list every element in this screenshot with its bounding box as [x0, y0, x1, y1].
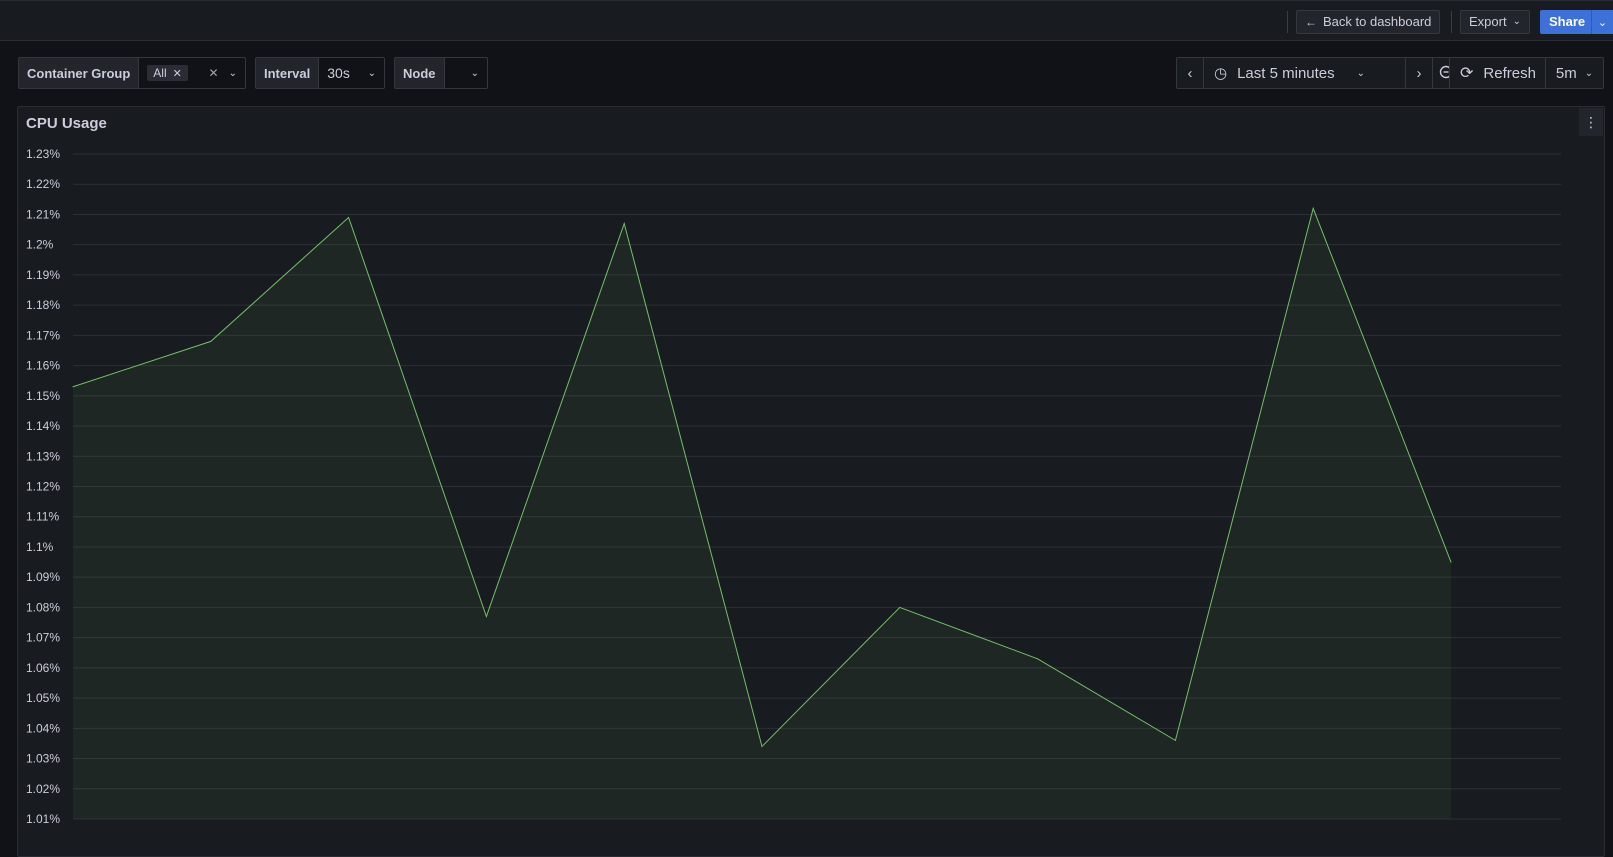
y-tick-label: 1.09% [26, 570, 60, 584]
selected-value-chip: All ✕ [147, 65, 188, 81]
chevron-down-icon: ⌄ [1597, 16, 1608, 29]
remove-chip-icon[interactable]: ✕ [172, 67, 182, 80]
data-point[interactable] [1037, 658, 1039, 660]
y-tick-label: 1.05% [26, 691, 60, 705]
share-button[interactable]: Share [1540, 10, 1595, 34]
divider [1287, 11, 1288, 33]
y-tick-label: 1.15% [26, 389, 60, 403]
clear-icon[interactable]: ✕ [208, 66, 219, 80]
node-select[interactable]: ⌄ [445, 58, 488, 88]
chevron-left-icon: ‹ [1187, 64, 1193, 82]
y-tick-label: 1.2% [26, 238, 54, 252]
container-group-select[interactable]: All ✕ ✕ ⌄ [139, 58, 245, 88]
chevron-down-icon: ⌄ [1584, 67, 1594, 79]
refresh-label: Refresh [1483, 64, 1536, 82]
chevron-down-icon: ⌄ [367, 67, 376, 79]
clock-icon: ◷ [1214, 65, 1228, 82]
data-point[interactable] [1450, 561, 1452, 563]
share-options-button[interactable]: ⌄ [1591, 10, 1613, 34]
y-tick-label: 1.19% [26, 268, 60, 282]
back-to-dashboard-label: Back to dashboard [1323, 14, 1432, 29]
data-point[interactable] [623, 223, 625, 225]
export-button[interactable]: Export ⌄ [1460, 10, 1530, 34]
series-area [73, 208, 1451, 820]
interval-value: 30s [327, 65, 350, 81]
data-point[interactable] [899, 606, 901, 608]
arrow-left-icon: ← [1305, 15, 1317, 29]
y-tick-label: 1.23% [26, 147, 60, 161]
y-tick-label: 1.12% [26, 480, 60, 494]
export-label: Export [1469, 14, 1507, 29]
y-tick-label: 1.11% [26, 510, 59, 524]
y-tick-label: 1.18% [26, 298, 60, 312]
cpu-usage-chart[interactable]: 1.23% 1.22% 1.21% 1.2% 1.19% 1.18% 1.17% 1.16% 1… [18, 107, 1604, 847]
y-tick-label: 1.06% [26, 661, 60, 675]
y-tick-label: 1.08% [26, 600, 60, 614]
more-vertical-icon: ⋮ [1584, 113, 1598, 130]
time-shift-back-button[interactable]: ‹ [1176, 57, 1204, 89]
data-point[interactable] [72, 386, 74, 388]
variable-interval[interactable]: Interval 30s ⌄ [255, 57, 385, 89]
data-point[interactable] [761, 745, 763, 747]
chevron-down-icon[interactable]: ⌄ [228, 67, 237, 79]
share-label: Share [1549, 14, 1586, 29]
chevron-down-icon: ⌄ [1356, 67, 1366, 79]
chevron-down-icon: ⌄ [1512, 16, 1521, 27]
refresh-interval-value: 5m [1555, 64, 1577, 82]
cpu-usage-panel: CPU Usage ⋮ 1.23% 1.22% 1.21% 1.2% 1.19% 1.18… [17, 106, 1605, 857]
y-tick-label: 1.13% [26, 449, 60, 463]
data-point[interactable] [348, 216, 350, 218]
time-range-picker[interactable]: ◷ Last 5 minutes ⌄ [1203, 57, 1406, 89]
y-tick-label: 1.22% [26, 177, 60, 191]
y-tick-label: 1.16% [26, 359, 60, 373]
chevron-right-icon: › [1416, 64, 1422, 82]
data-point[interactable] [1312, 207, 1314, 209]
y-tick-label: 1.21% [26, 207, 60, 221]
chevron-down-icon: ⌄ [470, 67, 479, 79]
y-tick-label: 1.03% [26, 752, 60, 766]
variable-label-interval: Interval [256, 58, 320, 88]
refresh-button[interactable]: ⟳ Refresh [1449, 57, 1546, 89]
chip-label: All [153, 66, 167, 80]
variable-label-node: Node [395, 58, 445, 88]
refresh-icon: ⟳ [1460, 65, 1474, 82]
divider [1451, 11, 1452, 33]
y-tick-label: 1.02% [26, 782, 60, 796]
y-tick-label: 1.14% [26, 419, 60, 433]
y-tick-label: 1.07% [26, 631, 60, 645]
time-shift-forward-button[interactable]: › [1405, 57, 1433, 89]
y-tick-label: 1.17% [26, 328, 60, 342]
top-bar: ← Back to dashboard Export ⌄ Share ⌄ [0, 0, 1613, 41]
data-point[interactable] [485, 615, 487, 617]
data-point[interactable] [1174, 739, 1176, 741]
variable-node[interactable]: Node ⌄ [394, 57, 488, 89]
interval-select[interactable]: 30s ⌄ [319, 58, 384, 88]
y-tick-label: 1.01% [26, 812, 60, 826]
refresh-interval-select[interactable]: 5m ⌄ [1545, 57, 1604, 89]
y-tick-label: 1.1% [26, 540, 54, 554]
back-to-dashboard-button[interactable]: ← Back to dashboard [1296, 10, 1441, 34]
data-point[interactable] [210, 340, 212, 342]
variable-label-container-group: Container Group [19, 58, 140, 88]
panel-menu-button[interactable]: ⋮ [1579, 108, 1603, 136]
panel-title: CPU Usage [26, 115, 107, 132]
variable-container-group[interactable]: Container Group All ✕ ✕ ⌄ [18, 57, 246, 89]
y-tick-label: 1.04% [26, 721, 60, 735]
time-range-label: Last 5 minutes [1237, 64, 1335, 82]
